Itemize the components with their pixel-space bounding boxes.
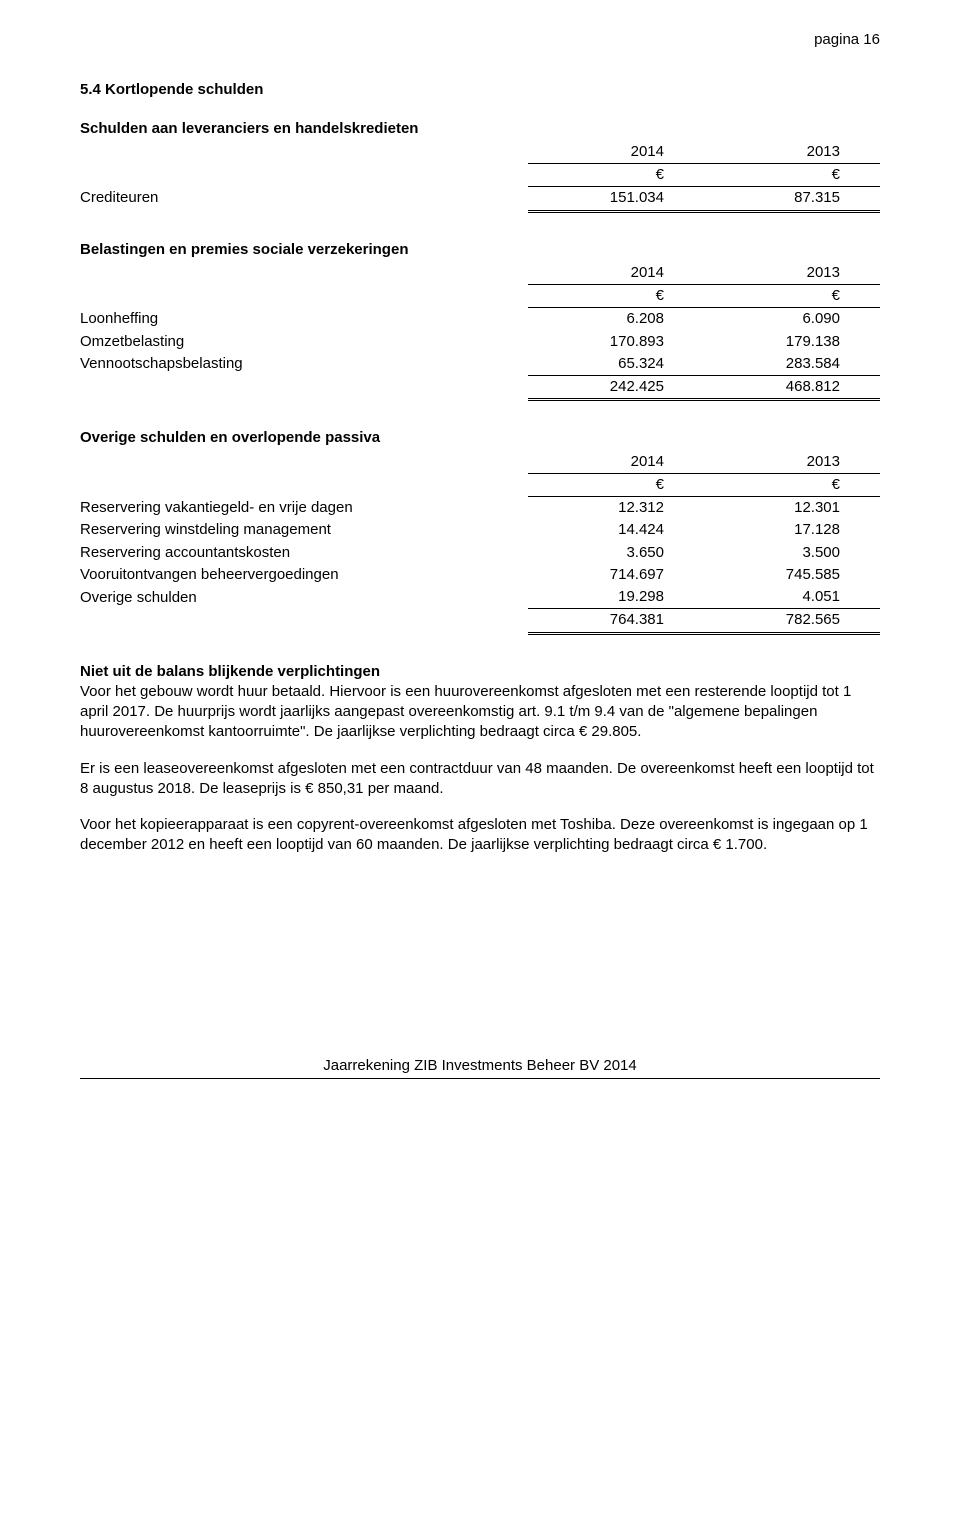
commitments-title: Niet uit de balans blijkende verplichtin… — [80, 663, 380, 680]
table1-title: Schulden aan leveranciers en handelskred… — [80, 119, 880, 139]
table1-row-0: Crediteuren 151.034 87.315 — [80, 187, 880, 210]
table2-year-0: 2014 — [528, 262, 704, 285]
table1-row-0-v1: 151.034 — [528, 187, 704, 210]
table2-row-1-label: Omzetbelasting — [80, 331, 528, 353]
table3-row-2-v2: 3.500 — [704, 542, 880, 564]
table2-total-v2: 468.812 — [704, 376, 880, 399]
table2-row-1: Omzetbelasting 170.893 179.138 — [80, 331, 880, 353]
page-number: pagina 16 — [80, 30, 880, 50]
table2-row-2-v2: 283.584 — [704, 353, 880, 376]
table1-year-1: 2013 — [704, 141, 880, 164]
table2-row-2: Vennootschapsbelasting 65.324 283.584 — [80, 353, 880, 376]
commitments-block: Niet uit de balans blijkende verplichtin… — [80, 662, 880, 743]
table3-total-v1: 764.381 — [528, 609, 704, 632]
table3-row-2-label: Reservering accountantskosten — [80, 542, 528, 564]
table2-row-2-v1: 65.324 — [528, 353, 704, 376]
section-title: 5.4 Kortlopende schulden — [80, 80, 880, 100]
table3-row-1-v1: 14.424 — [528, 519, 704, 541]
table3-row-4-v1: 19.298 — [528, 586, 704, 609]
table1-cur-1: € — [704, 164, 880, 187]
table2-total-v1: 242.425 — [528, 376, 704, 399]
commitments-p3: Voor het kopieerapparaat is een copyrent… — [80, 815, 880, 856]
table1: 2014 2013 € € Crediteuren 151.034 87.315 — [80, 141, 880, 214]
table2-cur-0: € — [528, 285, 704, 308]
table3-row-3-v1: 714.697 — [528, 564, 704, 586]
page-footer: Jaarrekening ZIB Investments Beheer BV 2… — [80, 1056, 880, 1079]
table3-row-2: Reservering accountantskosten 3.650 3.50… — [80, 542, 880, 564]
table3-row-0-v1: 12.312 — [528, 497, 704, 520]
table2: 2014 2013 € € Loonheffing 6.208 6.090 Om… — [80, 262, 880, 403]
table2-total: 242.425 468.812 — [80, 376, 880, 399]
table2-row-0-v2: 6.090 — [704, 308, 880, 331]
table2-title: Belastingen en premies sociale verzekeri… — [80, 240, 880, 260]
table1-row-0-v2: 87.315 — [704, 187, 880, 210]
table3-row-3-v2: 745.585 — [704, 564, 880, 586]
table3-row-4-v2: 4.051 — [704, 586, 880, 609]
table2-row-1-v1: 170.893 — [528, 331, 704, 353]
table3-row-1-v2: 17.128 — [704, 519, 880, 541]
table3-cur-0: € — [528, 473, 704, 496]
table2-row-0-label: Loonheffing — [80, 308, 528, 331]
table3-row-0: Reservering vakantiegeld- en vrije dagen… — [80, 497, 880, 520]
commitments-p2: Er is een leaseovereenkomst afgesloten m… — [80, 759, 880, 800]
table2-cur-1: € — [704, 285, 880, 308]
table3-row-4-label: Overige schulden — [80, 586, 528, 609]
table2-row-2-label: Vennootschapsbelasting — [80, 353, 528, 376]
commitments-p1: Voor het gebouw wordt huur betaald. Hier… — [80, 683, 851, 741]
table3-row-1-label: Reservering winstdeling management — [80, 519, 528, 541]
table3-row-2-v1: 3.650 — [528, 542, 704, 564]
table3-total: 764.381 782.565 — [80, 609, 880, 632]
table1-cur-0: € — [528, 164, 704, 187]
table2-row-1-v2: 179.138 — [704, 331, 880, 353]
table3-row-0-label: Reservering vakantiegeld- en vrije dagen — [80, 497, 528, 520]
table2-year-1: 2013 — [704, 262, 880, 285]
table3-row-3-label: Vooruitontvangen beheervergoedingen — [80, 564, 528, 586]
table3-row-3: Vooruitontvangen beheervergoedingen 714.… — [80, 564, 880, 586]
table3: 2014 2013 € € Reservering vakantiegeld- … — [80, 451, 880, 636]
table3-cur-1: € — [704, 473, 880, 496]
table3-total-v2: 782.565 — [704, 609, 880, 632]
table3-row-4: Overige schulden 19.298 4.051 — [80, 586, 880, 609]
table1-year-0: 2014 — [528, 141, 704, 164]
table3-title: Overige schulden en overlopende passiva — [80, 428, 880, 448]
table2-row-0: Loonheffing 6.208 6.090 — [80, 308, 880, 331]
table2-row-0-v1: 6.208 — [528, 308, 704, 331]
table3-row-1: Reservering winstdeling management 14.42… — [80, 519, 880, 541]
table3-year-0: 2014 — [528, 451, 704, 474]
table1-row-0-label: Crediteuren — [80, 187, 528, 210]
table3-row-0-v2: 12.301 — [704, 497, 880, 520]
table3-year-1: 2013 — [704, 451, 880, 474]
